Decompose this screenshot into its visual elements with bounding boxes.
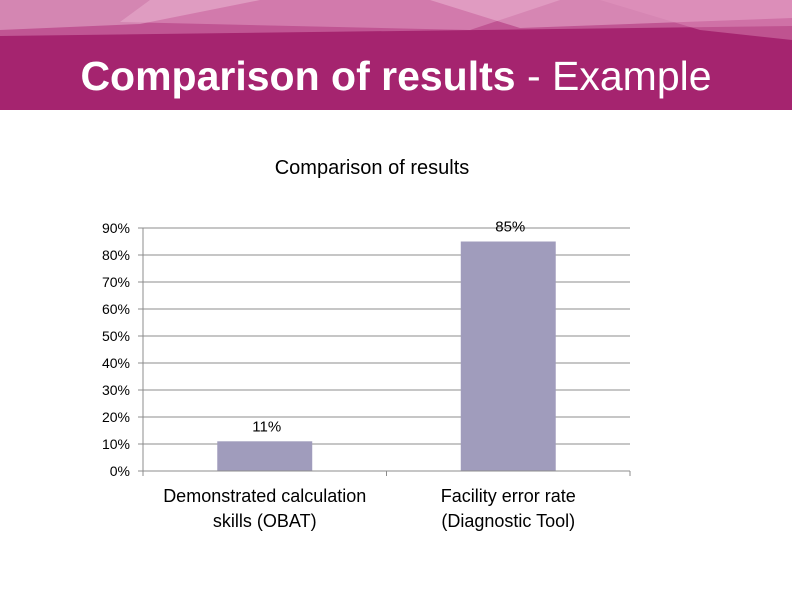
y-tick-label: 80% [102,247,130,263]
title-banner: Comparison of results - Example [0,0,792,110]
y-tick-label: 90% [102,220,130,236]
data-label: 85% [495,219,525,236]
y-tick-label: 60% [102,301,130,317]
x-category-label: Demonstrated calculation skills (OBAT) [163,486,366,531]
bar [217,441,313,471]
bars [217,241,556,471]
bar [460,241,556,471]
x-category-line: skills (OBAT) [213,511,317,531]
y-tick-label: 40% [102,355,130,371]
data-label: 11% [252,418,281,435]
slide-title-rest: - Example [515,53,712,99]
y-tick-label: 30% [102,382,130,398]
y-tick-label: 50% [102,328,130,344]
banner-decoration [0,0,792,40]
slide-title: Comparison of results - Example [0,52,792,100]
x-category-line: Facility error rate [441,486,576,506]
x-category-line: Demonstrated calculation [163,486,366,506]
y-tick-label: 10% [102,436,130,452]
slide-title-bold: Comparison of results [80,53,516,99]
gridlines [143,227,630,445]
axes [138,227,631,476]
x-category-label: Facility error rate (Diagnostic Tool) [441,486,576,531]
chart-title: Comparison of results [275,157,470,179]
y-tick-label: 20% [102,409,130,425]
y-tick-label: 70% [102,274,130,290]
y-tick-label: 0% [110,463,130,479]
labels: 0% 10% 20% 30% 40% 50% 60% 70% 80% 90% 11% Demonstr… [102,219,576,532]
x-category-line: (Diagnostic Tool) [441,511,575,531]
